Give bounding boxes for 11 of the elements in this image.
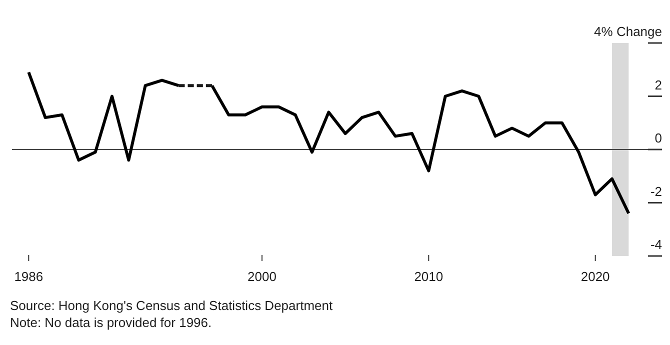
- source-note: Source: Hong Kong's Census and Statistics Department: [10, 298, 333, 313]
- y-tick-label: 0: [654, 130, 662, 146]
- x-tick-label: 1986: [14, 269, 44, 284]
- x-tick-label: 2010: [414, 269, 444, 284]
- y-tick-label: 4% Change: [594, 24, 662, 39]
- y-tick-label: -4: [650, 237, 662, 252]
- x-tick-label: 2020: [580, 269, 610, 284]
- y-tick-label: 2: [654, 77, 662, 92]
- y-tick-label: -2: [650, 184, 662, 199]
- text: Note: No data is provided for 1996.: [10, 315, 212, 330]
- x-tick-label: 2000: [248, 269, 276, 284]
